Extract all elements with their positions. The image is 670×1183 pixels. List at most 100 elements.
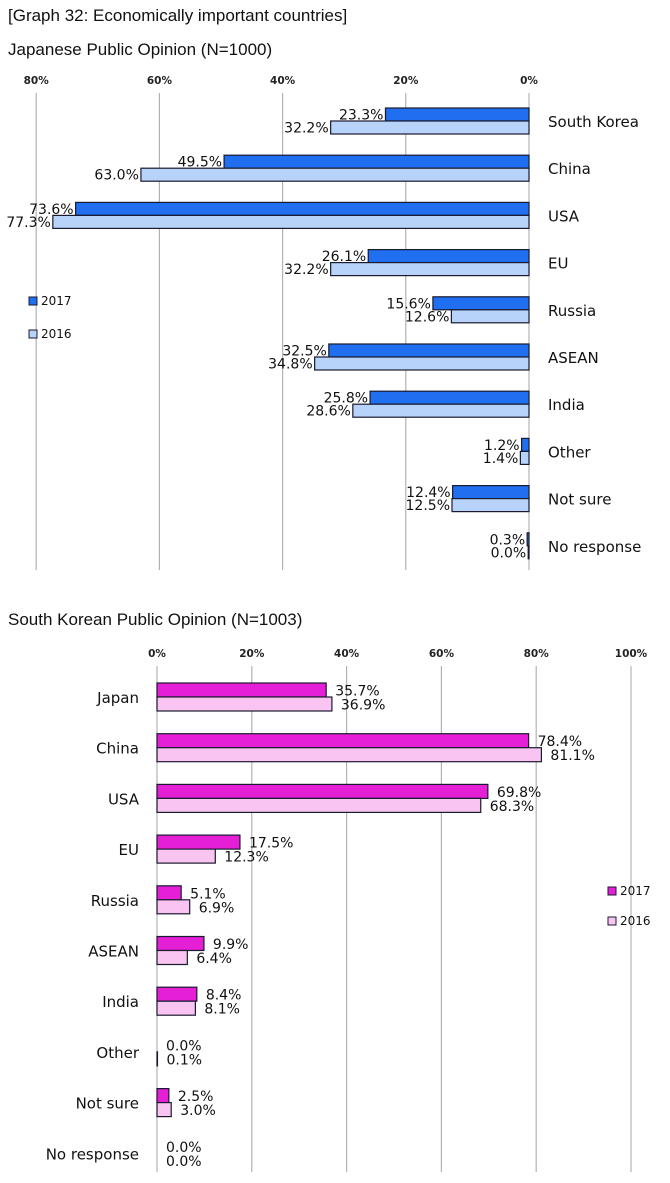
kr-data-label-2017: 35.7% <box>335 684 379 700</box>
jp-data-label-2016: 12.6% <box>405 309 449 325</box>
kr-data-label-2016: 0.0% <box>166 1154 202 1170</box>
jp-data-label-2017: 1.2% <box>484 438 520 454</box>
jp-bar-2017 <box>352 403 530 418</box>
kr-category-label: Other <box>96 1044 139 1062</box>
japan-chart-title: Japanese Public Opinion (N=1000) <box>8 40 273 59</box>
kr-bar-2016 <box>156 696 333 712</box>
jp-data-label-2017: 12.4% <box>406 485 450 501</box>
graph-title: [Graph 32: Economically important countr… <box>8 6 348 25</box>
jp-x-tick-label: 40% <box>270 75 296 87</box>
kr-data-label-2017: 0.0% <box>166 1140 202 1156</box>
kr-bar-2017 <box>156 885 182 901</box>
jp-bar-2017 <box>75 201 530 216</box>
kr-bar-2016 <box>156 949 188 966</box>
kr-data-label-2016: 68.3% <box>490 799 534 815</box>
jp-bar-2017 <box>328 343 530 358</box>
kr-category-label: India <box>102 993 139 1011</box>
jp-data-label-2016: 28.6% <box>306 404 350 420</box>
kr-legend-label-2016: 2016 <box>620 914 651 928</box>
kr-data-label-2017: 17.5% <box>249 836 293 852</box>
korea-chart-title: South Korean Public Opinion (N=1003) <box>8 610 303 629</box>
jp-data-label-2016: 77.3% <box>6 215 50 231</box>
jp-bar-2017 <box>140 167 530 182</box>
kr-legend-swatch-2017 <box>607 886 617 896</box>
kr-data-label-2017: 78.4% <box>538 734 582 750</box>
kr-data-label-2016: 3.0% <box>180 1103 216 1119</box>
kr-data-label-2017: 9.9% <box>213 937 249 953</box>
jp-category-label: Other <box>548 443 591 461</box>
jp-x-tick-label: 20% <box>393 75 419 87</box>
kr-x-tick-label: 20% <box>239 648 265 660</box>
jp-category-label: India <box>548 396 585 414</box>
jp-x-tick-label: 60% <box>147 75 173 87</box>
jp-bar-2017 <box>451 498 530 513</box>
jp-data-label-2017: 15.6% <box>386 296 430 312</box>
kr-bar-2017 <box>156 935 205 952</box>
kr-bar-2017 <box>156 986 198 1002</box>
jp-bar-2017 <box>527 545 530 560</box>
jp-category-label: EU <box>548 255 568 273</box>
kr-bar-2017 <box>156 1087 170 1104</box>
kr-category-label: ASEAN <box>88 943 139 961</box>
kr-data-label-2016: 8.1% <box>204 1002 240 1018</box>
jp-x-tick-label: 80% <box>24 75 50 87</box>
kr-x-tick-label: 80% <box>524 648 550 660</box>
jp-data-label-2017: 32.5% <box>282 344 326 360</box>
jp-category-label: No response <box>548 538 641 556</box>
jp-legend-label-2016: 2016 <box>41 327 72 341</box>
jp-bar-2017 <box>330 120 530 135</box>
jp-category-label: Not sure <box>548 491 611 509</box>
jp-data-label-2016: 12.5% <box>406 498 450 514</box>
jp-bar-2017 <box>330 262 530 277</box>
kr-bar-2016 <box>156 747 543 763</box>
jp-data-label-2016: 1.4% <box>483 451 519 467</box>
jp-data-label-2017: 26.1% <box>322 249 366 265</box>
kr-data-label-2017: 2.5% <box>178 1089 214 1105</box>
jp-data-label-2017: 25.8% <box>324 391 368 407</box>
kr-data-label-2016: 0.1% <box>166 1052 202 1068</box>
jp-data-label-2017: 23.3% <box>339 108 383 124</box>
jp-legend-swatch-2017 <box>28 296 38 306</box>
jp-x-tick-label: 0% <box>520 75 538 87</box>
jp-bar-2017 <box>519 450 530 465</box>
kr-category-label: China <box>96 740 139 758</box>
kr-category-label: Russia <box>91 892 139 910</box>
jp-legend-swatch-2016 <box>28 329 38 339</box>
jp-bar-2017 <box>223 154 530 169</box>
jp-data-label-2017: 73.6% <box>29 202 73 218</box>
jp-data-label-2016: 63.0% <box>94 168 138 184</box>
kr-data-label-2017: 8.4% <box>206 988 242 1004</box>
kr-bar-2016 <box>156 1101 172 1118</box>
kr-data-label-2016: 6.9% <box>199 900 235 916</box>
kr-bar-2016 <box>156 1000 196 1016</box>
kr-data-label-2017: 69.8% <box>497 785 541 801</box>
kr-data-label-2017: 0.0% <box>166 1038 202 1054</box>
jp-bar-2017 <box>432 296 530 311</box>
kr-bar-2017 <box>156 783 489 800</box>
kr-bar-2016 <box>156 797 482 814</box>
kr-data-label-2016: 6.4% <box>196 951 232 967</box>
jp-data-label-2016: 34.8% <box>268 357 312 373</box>
kr-data-label-2016: 81.1% <box>550 748 594 764</box>
kr-data-label-2017: 5.1% <box>190 886 226 902</box>
jp-bar-2017 <box>521 437 530 452</box>
kr-x-tick-label: 100% <box>615 648 648 660</box>
kr-x-tick-label: 40% <box>334 648 360 660</box>
kr-legend-label-2017: 2017 <box>620 884 651 898</box>
jp-bar-2017 <box>526 532 530 547</box>
jp-data-label-2017: 0.3% <box>490 532 526 548</box>
kr-legend-swatch-2016 <box>607 916 617 926</box>
jp-data-label-2016: 32.2% <box>284 262 328 278</box>
jp-bar-2017 <box>367 249 530 264</box>
kr-data-label-2016: 12.3% <box>224 850 268 866</box>
kr-bar-2017 <box>156 834 241 850</box>
kr-category-label: Not sure <box>76 1095 139 1113</box>
jp-bar-2017 <box>369 390 530 405</box>
kr-x-tick-label: 60% <box>429 648 455 660</box>
jp-bar-2017 <box>452 485 530 500</box>
kr-bar-2017 <box>156 733 530 749</box>
kr-data-label-2016: 36.9% <box>341 698 385 714</box>
jp-category-label: South Korea <box>548 113 639 131</box>
jp-legend-label-2017: 2017 <box>41 294 72 308</box>
